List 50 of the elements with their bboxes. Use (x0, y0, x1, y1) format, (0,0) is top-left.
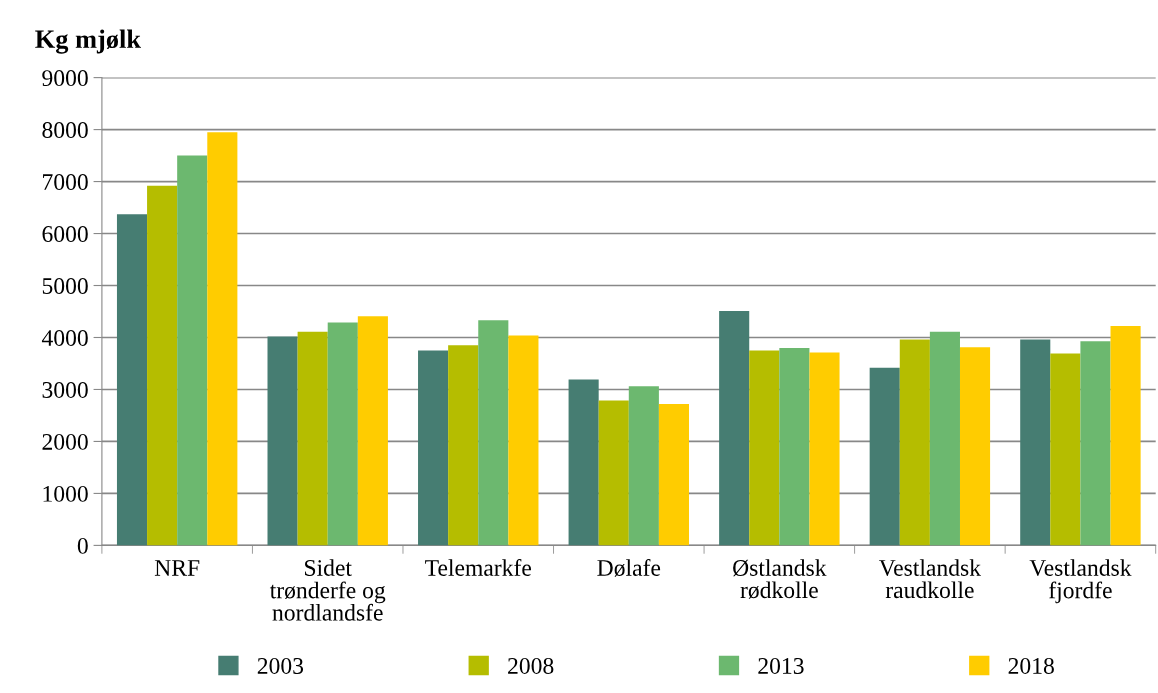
bar (207, 132, 238, 546)
bar (1050, 353, 1081, 546)
x-tick-label: Østlandsk rødkolle (733, 559, 827, 599)
bar (1080, 341, 1111, 546)
bar (779, 347, 810, 546)
y-tick-label: 0 (77, 537, 88, 554)
bar (116, 214, 148, 546)
bar (568, 379, 599, 546)
bar (809, 352, 840, 546)
y-tick-label: 4000 (41, 329, 88, 346)
x-tick-label: Sidet trønderfe og nordlandsfe (269, 559, 386, 621)
y-tick-label: 5000 (42, 278, 88, 294)
bar (1110, 326, 1141, 546)
bar (177, 155, 208, 546)
y-tick-label: 1000 (43, 485, 88, 502)
x-tick-label: Vestlandsk fjordfe (1029, 559, 1132, 604)
x-tick-label: NRF (154, 560, 200, 576)
bar (448, 345, 479, 546)
bar (478, 320, 509, 546)
bar (147, 185, 178, 546)
bar (869, 367, 900, 546)
bar (658, 404, 690, 546)
bar (327, 322, 358, 546)
bar (297, 331, 328, 546)
y-tick-label: 7000 (43, 174, 88, 190)
bar (959, 347, 991, 546)
x-tick-label: Telemarkfe (425, 559, 532, 576)
legend-label: 2003 (257, 657, 304, 674)
x-tick-label: Vestlandsk raudkolle (878, 559, 982, 599)
bar (1020, 339, 1051, 546)
y-tick-label: 2000 (42, 433, 88, 450)
x-tick-label: Dølafe (597, 559, 661, 577)
legend-label: 2018 (1008, 657, 1054, 674)
legend-label: 2008 (508, 657, 554, 674)
legend-label: 2013 (758, 657, 804, 674)
y-tick-label: 8000 (42, 122, 88, 139)
bar (357, 316, 388, 546)
y-tick-label: 3000 (42, 381, 88, 398)
bar (418, 350, 449, 546)
bar (508, 335, 539, 546)
bar (749, 350, 780, 546)
bar (598, 400, 629, 546)
bar (628, 386, 659, 546)
chart-title: Kg mjølk (35, 29, 141, 54)
y-tick-label: 6000 (42, 226, 88, 242)
bar (929, 331, 960, 546)
bar (719, 310, 750, 546)
bar (899, 339, 930, 546)
bar (267, 336, 298, 546)
y-tick-label: 9000 (42, 70, 88, 87)
